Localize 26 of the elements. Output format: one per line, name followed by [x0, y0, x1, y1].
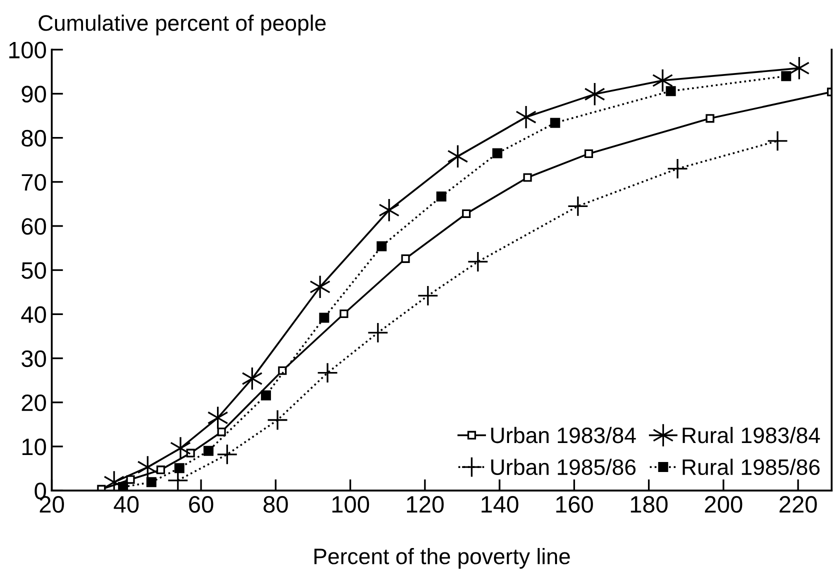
legend-label: Urban 1983/84: [491, 426, 636, 444]
legend-label: Rural 1983/84: [682, 426, 820, 444]
legend-label: Urban 1985/86: [491, 458, 636, 476]
y-tick-label: 10: [22, 438, 46, 456]
x-tick-label: 180: [630, 496, 668, 513]
y-tick-label: 30: [22, 350, 46, 368]
y-tick-label: 100: [9, 42, 46, 58]
y-tick-label: 20: [22, 394, 46, 412]
legend-label: Rural 1985/86: [682, 458, 820, 476]
x-tick-label: 120: [407, 496, 444, 513]
x-tick-label: 140: [482, 496, 518, 513]
x-tick-label: 60: [189, 496, 214, 513]
y-tick-label: 80: [22, 130, 46, 147]
x-tick-label: 160: [556, 496, 593, 513]
y-tick-label: 70: [22, 174, 46, 191]
x-axis-title: Percent of the poverty line: [314, 548, 570, 569]
x-tick-label: 220: [780, 496, 817, 513]
x-tick-label: 80: [264, 496, 288, 513]
y-tick-label: 90: [22, 86, 46, 103]
y-tick-label: 40: [21, 306, 46, 323]
y-tick-label: 50: [22, 262, 46, 279]
y-axis-title: Cumulative percent of people: [38, 14, 326, 36]
x-tick-label: 100: [332, 496, 370, 513]
x-tick-label: 200: [704, 496, 742, 513]
y-tick-label: 60: [22, 218, 46, 235]
x-tick-label: 40: [114, 496, 139, 513]
